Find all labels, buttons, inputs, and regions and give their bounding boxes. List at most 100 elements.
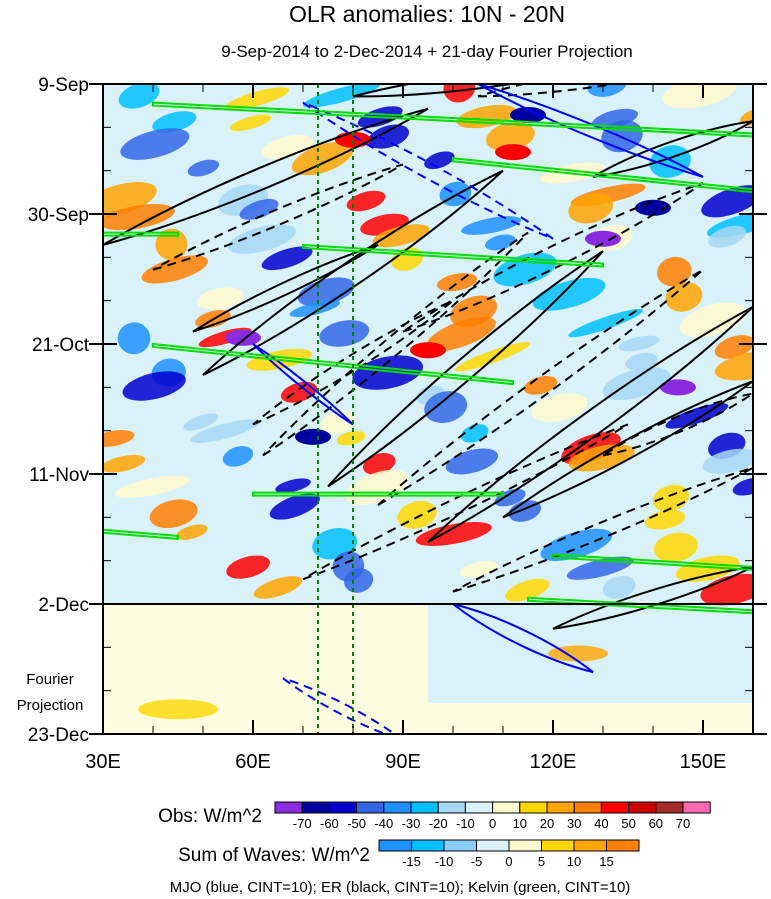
cool-anomaly-patch	[702, 448, 753, 474]
cool-anomaly-patch	[187, 159, 220, 177]
warm-anomaly-patch	[531, 393, 588, 422]
warm-anomaly-patch	[346, 190, 386, 212]
contour-legend: MJO (blue, CINT=10); ER (black, CINT=10)…	[170, 879, 631, 896]
warm-anomaly-patch	[229, 114, 272, 131]
cool-anomaly-patch	[275, 478, 311, 493]
er-contour	[327, 250, 604, 488]
colorbar-tick-label: -10	[456, 816, 475, 831]
y-tick-label: 23-Dec	[28, 725, 89, 746]
colorbar-swatch	[411, 839, 445, 852]
anomaly-core	[295, 428, 331, 445]
colorbar-tick-label: 70	[676, 816, 690, 831]
x-tick-label: 30E	[85, 751, 121, 773]
warm-anomaly-patch	[226, 555, 270, 579]
warm-anomaly-patch	[103, 429, 135, 447]
colorbar-swatch	[606, 839, 640, 852]
anomaly-core	[510, 106, 546, 123]
warm-anomaly-patch	[175, 524, 208, 540]
colorbar-tick-label: -5	[471, 854, 483, 869]
warm-anomaly-patch	[443, 84, 476, 103]
er-contour	[377, 268, 704, 506]
warm-anomaly-patch	[426, 316, 496, 352]
x-tick-label: 90E	[385, 751, 421, 773]
warm-anomaly-patch	[103, 454, 146, 473]
warm-anomaly-patch	[657, 256, 692, 287]
colorbar-swatch	[443, 839, 477, 852]
warm-anomaly-patch	[291, 141, 354, 176]
warm-anomaly-patch	[662, 84, 737, 109]
colorbar-tick-label: -30	[402, 816, 421, 831]
colorbar-tick-label: 20	[540, 816, 554, 831]
warm-anomaly-patch	[653, 532, 698, 562]
warm-anomaly-patch	[197, 287, 244, 310]
cool-anomaly-patch	[460, 424, 489, 443]
cool-anomaly-patch	[302, 84, 380, 108]
x-tick-label: 60E	[235, 751, 271, 773]
cool-anomaly-patch	[352, 355, 424, 390]
chart-subtitle: 9-Sep-2014 to 2-Dec-2014 + 21-day Fourie…	[221, 42, 633, 61]
cool-anomaly-patch	[344, 568, 374, 593]
y-tick-label: 21-Oct	[32, 335, 90, 356]
axis-ticks	[89, 83, 767, 735]
colorbar-tick-label: -10	[435, 854, 454, 869]
colorbar-swatch	[437, 801, 466, 814]
kelvin-contour	[103, 231, 179, 237]
warm-anomaly-patch	[675, 555, 740, 582]
warm-anomaly-patch	[372, 224, 430, 248]
colorbar-swatch	[492, 801, 521, 814]
colorbar-swatch	[476, 839, 510, 852]
colorbar-swatch	[410, 801, 439, 814]
colorbar-swatch	[573, 839, 607, 852]
colorbar-swatch	[378, 839, 412, 852]
colorbar-swatch	[519, 801, 548, 814]
warm-anomaly-patch	[320, 410, 356, 435]
cool-anomaly-patch	[424, 391, 468, 424]
colorbar-tick-label: -50	[347, 816, 366, 831]
warm-anomaly-patch	[665, 282, 703, 312]
er-contour	[152, 163, 404, 271]
er-contour	[192, 243, 379, 333]
er-contour	[427, 305, 753, 543]
projection-label-line2: Projection	[17, 697, 84, 714]
colorbar-swatch	[655, 801, 684, 814]
warm-anomaly-patch	[149, 499, 198, 529]
plot-area	[89, 83, 767, 735]
warm-anomaly-patch	[486, 121, 535, 152]
warm-anomaly-patch	[454, 342, 531, 372]
kelvin-contour	[302, 243, 604, 268]
cool-anomaly-patch	[701, 185, 753, 218]
kelvin-contour	[152, 101, 753, 138]
y-tick-label: 30-Sep	[28, 205, 89, 226]
er-contour	[502, 380, 753, 519]
colorbar-tick-label: -20	[429, 816, 448, 831]
er-contour	[262, 231, 529, 457]
colorbar-swatch	[628, 801, 657, 814]
warm-anomaly-patch	[253, 576, 303, 599]
colorbar-tick-label: 0	[505, 854, 512, 869]
cool-anomaly-patch	[532, 277, 606, 311]
colorbar-tick-label: -15	[402, 854, 421, 869]
colorbar-tick-label: -60	[320, 816, 339, 831]
warm-anomaly-patch	[363, 453, 396, 475]
chart-title: OLR anomalies: 10N - 20N	[289, 1, 565, 27]
waves-colorbar: -15 -10 -5 0 5 10 15	[378, 839, 640, 869]
colorbar-swatch	[274, 801, 303, 814]
cool-anomaly-patch	[618, 335, 660, 352]
anomaly-core	[660, 379, 696, 396]
er-contour	[352, 84, 517, 98]
cool-anomaly-patch	[625, 352, 658, 371]
cool-anomaly-patch	[118, 84, 160, 109]
warm-anomaly-patch	[261, 134, 314, 160]
kelvin-contour	[103, 528, 179, 540]
colorbar-tick-label: -70	[293, 816, 312, 831]
obs-colorbar: -70 -60 -50 -40 -30 -20 -10 0 10 20 30 40 50 60 70	[274, 801, 711, 831]
warm-anomaly-patch	[415, 522, 492, 546]
cool-anomaly-patch	[602, 575, 636, 599]
mjo-contour	[252, 343, 354, 426]
warm-anomaly-patch	[436, 273, 478, 292]
cool-anomaly-patch	[461, 216, 521, 235]
warm-anomaly-patch	[568, 193, 614, 224]
x-tick-label: 150E	[680, 751, 727, 773]
projection-warm-patch	[138, 699, 218, 720]
